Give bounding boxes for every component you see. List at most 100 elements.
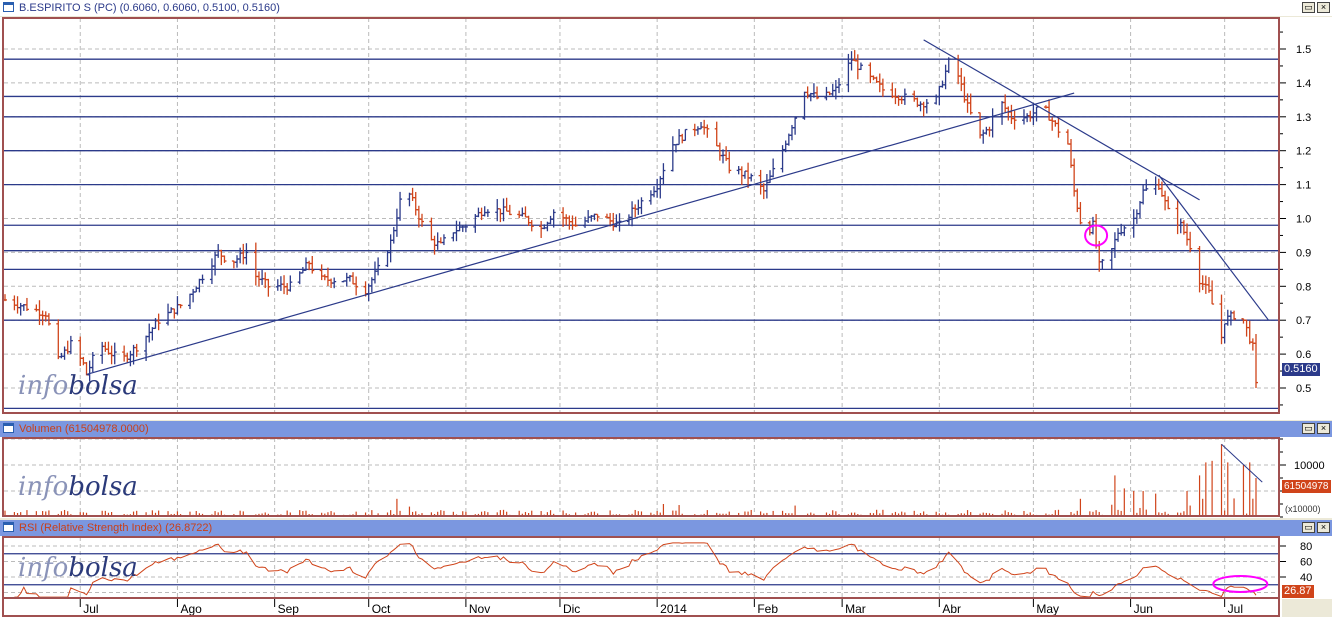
price-tick-label: 0.9 — [1296, 247, 1311, 259]
price-bar — [946, 57, 951, 74]
date-label: May — [1036, 602, 1059, 616]
price-bar — [683, 128, 688, 142]
price-bar — [968, 93, 973, 115]
price-tick-label: 1.4 — [1296, 78, 1311, 90]
date-label: Ago — [180, 602, 202, 616]
price-tick-label: 0.6 — [1296, 349, 1311, 361]
date-label: Oct — [372, 602, 391, 616]
price-bar — [1210, 280, 1215, 305]
price-bar — [815, 86, 820, 100]
trendline — [1158, 174, 1270, 321]
price-tick-label: 0.8 — [1296, 281, 1311, 293]
close-button[interactable]: × — [1317, 423, 1330, 434]
price-bar — [507, 204, 512, 216]
rsi-panel-title: RSI (Relative Strength Index) (26.8722) — [19, 522, 213, 534]
price-bar — [90, 352, 95, 373]
price-bar — [485, 209, 490, 217]
price-bar — [771, 158, 776, 178]
date-label: Sep — [278, 602, 300, 616]
price-bar — [880, 78, 885, 97]
price-bar — [705, 124, 710, 138]
price-tick-label: 0.5 — [1296, 383, 1311, 395]
price-bar — [1188, 231, 1193, 253]
close-button[interactable]: × — [1317, 522, 1330, 533]
price-bar — [222, 255, 227, 263]
date-label: Feb — [757, 602, 778, 616]
price-bar — [529, 220, 534, 232]
price-bar — [288, 275, 293, 292]
infobolsa-watermark: infobolsa — [18, 553, 138, 583]
price-tick-label: 1.2 — [1296, 146, 1311, 158]
price-bar — [1166, 196, 1171, 210]
price-bar — [68, 335, 73, 355]
price-bar — [902, 88, 907, 105]
price-bar — [858, 62, 863, 71]
close-button[interactable]: × — [1317, 2, 1330, 13]
date-label: Nov — [469, 602, 490, 616]
rsi-line — [14, 542, 1257, 598]
price-tick-label: 1.1 — [1296, 180, 1311, 192]
price-bar — [639, 197, 644, 215]
price-bar — [420, 213, 424, 227]
rsi-panel-titlebar: RSI (Relative Strength Index) (26.8722) … — [0, 520, 1332, 536]
price-bar — [551, 209, 556, 228]
price-bar — [1254, 334, 1258, 389]
price-panel-titlebar: B.ESPIRITO S (PC) (0.6060, 0.6060, 0.510… — [0, 0, 1332, 16]
rsi-tick-label: 80 — [1300, 541, 1312, 553]
volume-plot-frame — [2, 437, 1280, 517]
volume-panel-title: Volumen (61504978.0000) — [19, 423, 149, 435]
highlight-ellipse — [1212, 574, 1269, 593]
price-bar — [178, 304, 183, 309]
price-tick-label: 1.0 — [1296, 214, 1311, 226]
restore-button[interactable]: ▭ — [1302, 423, 1315, 434]
price-tick-label: 0.7 — [1296, 315, 1311, 327]
price-bar — [376, 257, 381, 276]
price-bar — [573, 216, 578, 227]
date-label: Jul — [1228, 602, 1243, 616]
rsi-tick-label: 40 — [1300, 572, 1312, 584]
price-bar — [1144, 179, 1149, 191]
price-bar — [1232, 310, 1237, 321]
volume-trendline — [1221, 443, 1263, 483]
volume-tick-label: 10000 — [1294, 460, 1325, 472]
date-axis-frame — [2, 597, 1280, 617]
price-bar — [749, 173, 754, 182]
restore-button[interactable]: ▭ — [1302, 2, 1315, 13]
price-bar — [1012, 110, 1017, 130]
date-label: Mar — [845, 602, 866, 616]
last-price-badge: 0.5160 — [1282, 363, 1320, 376]
price-tick-label: 1.5 — [1296, 44, 1311, 56]
price-bar — [1100, 258, 1105, 270]
price-bar — [793, 117, 798, 135]
price-bar — [332, 277, 337, 289]
price-bar — [1078, 202, 1083, 225]
last-rsi-badge: 26.87 — [1282, 585, 1314, 598]
price-bar — [244, 243, 249, 265]
volume-panel-titlebar: Volumen (61504978.0000) ▭ × — [0, 421, 1332, 437]
price-bar — [595, 213, 600, 222]
price-bar — [1034, 106, 1039, 122]
price-panel-title: B.ESPIRITO S (PC) (0.6060, 0.6060, 0.510… — [19, 2, 280, 14]
price-bar — [134, 343, 139, 357]
price-bar — [441, 234, 446, 246]
highlight-circle — [1084, 224, 1109, 247]
price-bar — [112, 342, 117, 365]
price-bar — [266, 278, 271, 297]
window-icon — [3, 423, 14, 433]
price-bar — [354, 276, 359, 296]
price-bar — [200, 274, 205, 284]
price-bar — [24, 297, 29, 312]
last-volume-badge: 61504978 — [1282, 480, 1331, 493]
price-bar — [463, 224, 468, 233]
price-bar — [46, 313, 51, 326]
price-bar — [398, 191, 403, 221]
window-icon — [3, 2, 14, 12]
date-label: 2014 — [660, 602, 687, 616]
price-bar — [661, 163, 666, 186]
date-label: Abr — [942, 602, 961, 616]
price-bar — [924, 98, 929, 114]
volume-unit-label: (x10000) — [1285, 504, 1321, 514]
restore-button[interactable]: ▭ — [1302, 522, 1315, 533]
price-bar — [156, 313, 161, 331]
